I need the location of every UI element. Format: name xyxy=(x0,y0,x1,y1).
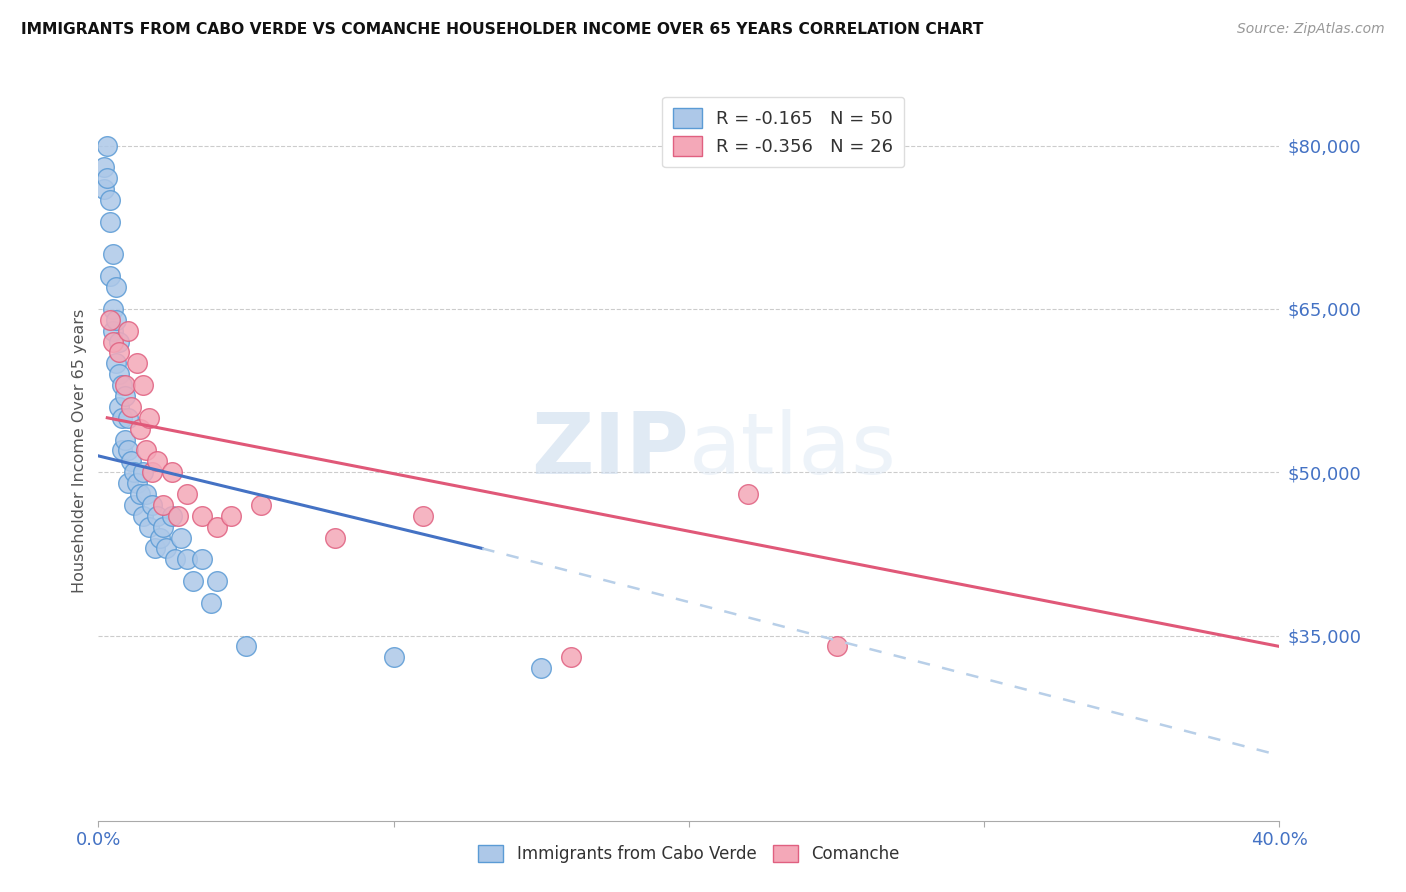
Point xyxy=(205,519,228,533)
Point xyxy=(114,378,136,392)
Legend: Immigrants from Cabo Verde, Comanche: Immigrants from Cabo Verde, Comanche xyxy=(470,837,908,871)
Point xyxy=(132,508,155,523)
Point xyxy=(117,324,139,338)
Point xyxy=(250,498,273,512)
Point xyxy=(530,661,553,675)
Point xyxy=(128,422,150,436)
Point xyxy=(117,443,139,458)
Point xyxy=(323,531,346,545)
Point xyxy=(103,334,125,349)
Point xyxy=(141,498,163,512)
Point xyxy=(98,269,121,284)
Point xyxy=(108,368,131,382)
Point xyxy=(128,487,150,501)
Point xyxy=(205,574,228,588)
Point xyxy=(152,519,174,533)
Point xyxy=(141,465,163,479)
Point xyxy=(146,454,169,468)
Point xyxy=(176,552,198,566)
Point xyxy=(105,356,128,370)
Point xyxy=(200,596,222,610)
Point xyxy=(98,313,121,327)
Point xyxy=(117,410,139,425)
Point xyxy=(191,508,214,523)
Point xyxy=(167,508,190,523)
Point xyxy=(165,552,187,566)
Point xyxy=(120,400,142,414)
Point xyxy=(98,193,121,207)
Point xyxy=(111,443,134,458)
Point xyxy=(125,356,148,370)
Point xyxy=(176,487,198,501)
Point xyxy=(152,498,174,512)
Point xyxy=(111,410,134,425)
Y-axis label: Householder Income Over 65 years: Householder Income Over 65 years xyxy=(72,309,87,592)
Text: ZIP: ZIP xyxy=(531,409,689,492)
Point xyxy=(155,541,177,556)
Point xyxy=(108,334,131,349)
Text: IMMIGRANTS FROM CABO VERDE VS COMANCHE HOUSEHOLDER INCOME OVER 65 YEARS CORRELAT: IMMIGRANTS FROM CABO VERDE VS COMANCHE H… xyxy=(21,22,983,37)
Point xyxy=(412,508,434,523)
Point xyxy=(103,324,125,338)
Point xyxy=(103,301,125,316)
Point xyxy=(382,650,405,665)
Point xyxy=(138,519,160,533)
Point xyxy=(122,498,145,512)
Point xyxy=(135,487,157,501)
Point xyxy=(560,650,582,665)
Point xyxy=(146,508,169,523)
Point xyxy=(117,476,139,491)
Point xyxy=(93,182,115,196)
Point xyxy=(122,465,145,479)
Point xyxy=(143,541,166,556)
Point xyxy=(737,487,759,501)
Point xyxy=(93,161,115,175)
Point xyxy=(98,215,121,229)
Point xyxy=(162,465,183,479)
Point xyxy=(170,531,193,545)
Point xyxy=(114,433,136,447)
Point xyxy=(96,138,118,153)
Point xyxy=(120,454,142,468)
Point xyxy=(825,640,848,654)
Text: Source: ZipAtlas.com: Source: ZipAtlas.com xyxy=(1237,22,1385,37)
Point xyxy=(108,400,131,414)
Point xyxy=(132,465,155,479)
Point xyxy=(138,410,160,425)
Point xyxy=(105,313,128,327)
Point xyxy=(125,476,148,491)
Point xyxy=(162,508,183,523)
Point xyxy=(103,247,125,261)
Point xyxy=(221,508,243,523)
Point xyxy=(235,640,257,654)
Point xyxy=(132,378,155,392)
Point xyxy=(96,171,118,186)
Point xyxy=(181,574,204,588)
Point xyxy=(135,443,157,458)
Text: atlas: atlas xyxy=(689,409,897,492)
Point xyxy=(114,389,136,403)
Point xyxy=(108,345,131,359)
Point xyxy=(111,378,134,392)
Point xyxy=(191,552,214,566)
Point xyxy=(105,280,128,294)
Point xyxy=(149,531,172,545)
